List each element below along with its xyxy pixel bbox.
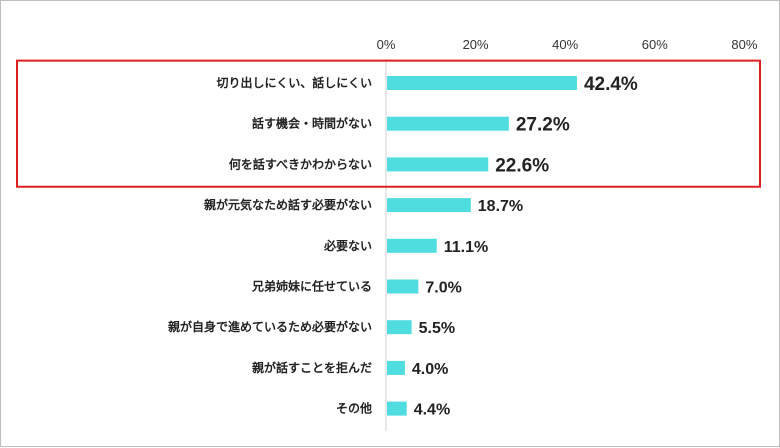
data-label: 4.0% <box>412 361 448 378</box>
category-label: 親が元気なため話す必要がない <box>204 197 372 212</box>
bar <box>387 238 437 253</box>
bar <box>387 198 471 213</box>
bar <box>387 76 577 90</box>
category-label: 親が話すことを拒んだ <box>252 360 372 375</box>
bar <box>387 320 412 335</box>
x-tick-label: 60% <box>642 37 668 52</box>
x-tick-label: 80% <box>731 37 757 52</box>
x-tick-label: 0% <box>377 37 396 52</box>
category-label: 兄弟姉妹に任せている <box>251 279 372 294</box>
category-label: 親が自身で進めているため必要がない <box>168 319 372 334</box>
data-label: 4.4% <box>414 402 450 419</box>
category-label: 必要ない <box>323 238 372 253</box>
bar <box>387 116 509 131</box>
data-label: 7.0% <box>425 280 461 297</box>
data-label: 11.1% <box>444 239 488 256</box>
data-label: 5.5% <box>419 320 455 337</box>
highlight-box <box>16 59 761 188</box>
category-label: 話す機会・時間がない <box>252 116 372 131</box>
data-label: 22.6% <box>495 155 549 176</box>
category-label: 切り出しにくい、話しにくい <box>216 75 372 90</box>
data-label: 18.7% <box>478 198 523 215</box>
data-label: 42.4% <box>584 74 638 95</box>
x-tick-label: 40% <box>552 37 578 52</box>
category-label: その他 <box>336 401 372 416</box>
bar <box>387 279 419 294</box>
data-label: 27.2% <box>516 115 570 136</box>
bar <box>387 401 407 416</box>
category-label: 何を話すべきかわからない <box>229 156 372 171</box>
x-tick-label: 20% <box>463 37 489 52</box>
bar <box>387 360 405 375</box>
bar <box>387 157 489 172</box>
